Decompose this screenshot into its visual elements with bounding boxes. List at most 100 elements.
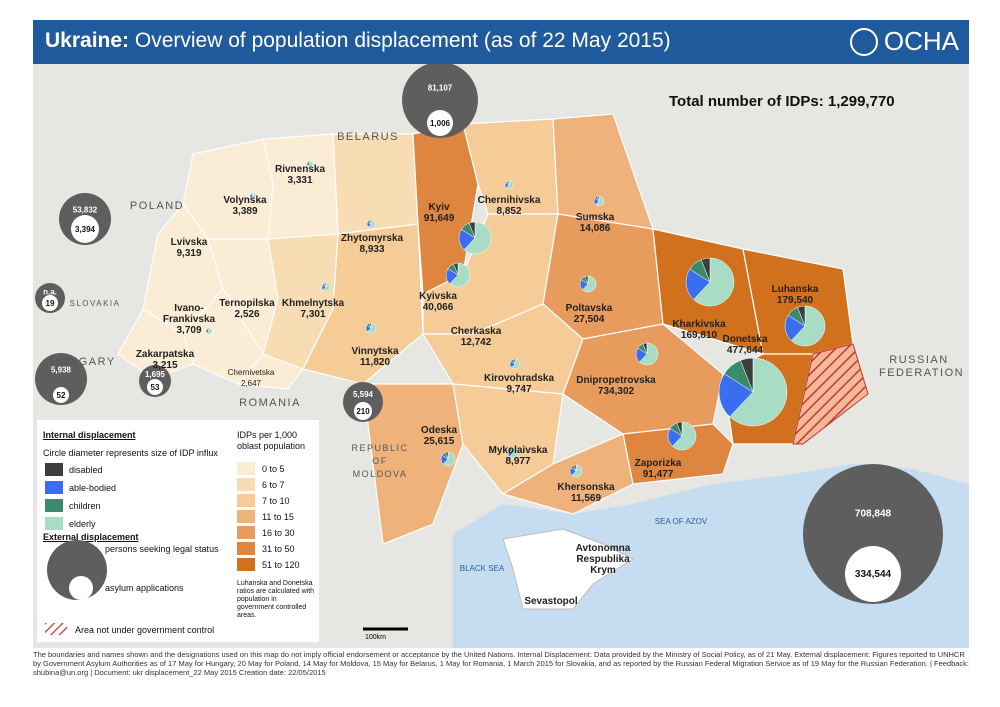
oblast-label-zakarpatska: Zakarpatska 3,215 bbox=[135, 349, 195, 371]
external-legal-status-value: 53,832 bbox=[73, 206, 98, 215]
legend-label-elderly: elderly bbox=[69, 519, 96, 529]
oblast-label-kyivska: Kyivska 40,066 bbox=[419, 291, 457, 313]
external-legal-status-value: 81,107 bbox=[428, 84, 453, 93]
idp-pie-slice bbox=[740, 357, 754, 393]
idp-pie-slice bbox=[453, 262, 459, 276]
oblast-label-donetska: Donetska 477,644 bbox=[722, 334, 768, 356]
legend-density-label: 7 to 10 bbox=[262, 496, 290, 506]
legend-circle-note: Circle diameter represents size of IDP i… bbox=[43, 448, 218, 458]
footer-note: The boundaries and names shown and the d… bbox=[33, 650, 970, 677]
map-canvas: 81,107 1,006 53,832 3,394 n.a. 19 5,938 52 1,695… bbox=[33, 64, 969, 648]
non-government-area bbox=[792, 343, 869, 445]
idp-pie-slice bbox=[584, 275, 589, 285]
idp-pie-slice bbox=[369, 219, 372, 225]
oblast-label-khmelnytska: Khmelnytska 7,301 bbox=[281, 298, 345, 320]
idp-pie-slice bbox=[468, 221, 476, 239]
header-bar: Ukraine: Overview of population displace… bbox=[33, 20, 969, 64]
oblast-label-ivano-frankivska: Ivano-Frankivska 3,709 bbox=[162, 303, 216, 336]
oblast-label-odeska: Odeska 25,615 bbox=[420, 425, 458, 447]
oblast-label-chernihivska: Chernihivska 8,852 bbox=[477, 195, 541, 217]
oblast-polygons bbox=[117, 113, 854, 545]
external-asylum-circle bbox=[427, 110, 453, 136]
oblast-label-ternopilska: Ternopilska 2,526 bbox=[219, 298, 275, 320]
legend-external-title: External displacement bbox=[43, 532, 139, 542]
idp-pie-slice bbox=[582, 275, 597, 293]
external-legal-status-value: n.a. bbox=[43, 287, 57, 296]
country-label-slovakia: SLOVAKIA bbox=[69, 299, 121, 308]
oblast-khersonska bbox=[501, 433, 634, 515]
oblast-label-chernivetska: Chernivetska 2,647 bbox=[227, 368, 275, 388]
idp-pie-slice bbox=[571, 464, 583, 478]
oblast-label-khersonska: Khersonska 11,569 bbox=[557, 482, 615, 504]
oblast-label-poltavska: Poltavska 27,504 bbox=[565, 303, 613, 325]
external-legal-status-value: 5,594 bbox=[353, 390, 374, 399]
idp-pie-charts bbox=[205, 160, 826, 478]
sea-label-azov: SEA OF AZOV bbox=[654, 517, 708, 526]
oblast-label-vinnytska: Vinnytska 11,820 bbox=[351, 346, 399, 368]
legend-density-swatch bbox=[237, 558, 255, 571]
external-asylum-value: 53 bbox=[151, 383, 160, 392]
country-label-romania: ROMANIA bbox=[239, 397, 301, 409]
legend-density-label: 51 to 120 bbox=[262, 560, 300, 570]
idp-pie-slice bbox=[790, 305, 826, 347]
idp-pie-slice bbox=[251, 192, 254, 197]
external-legal-status-circle bbox=[402, 64, 478, 138]
oblast-zakarpatska bbox=[117, 308, 194, 380]
external-legal-status-circle bbox=[35, 353, 87, 405]
country-label-moldova: REPUBLIC OF MOLDOVA bbox=[351, 443, 409, 479]
legend-density-label: 0 to 5 bbox=[262, 464, 285, 474]
legend-internal-title: Internal displacement bbox=[43, 430, 136, 440]
idp-pie-slice bbox=[639, 342, 659, 366]
idp-pie-slice bbox=[693, 257, 735, 307]
legend-density-swatch bbox=[237, 542, 255, 555]
idp-pie-slice bbox=[729, 357, 788, 427]
external-asylum-value: 334,544 bbox=[855, 569, 892, 580]
legend-density-label: 11 to 15 bbox=[262, 512, 294, 522]
oblast-label-dnipropetrovska: Dnipropetrovska 734,302 bbox=[576, 375, 656, 397]
idp-pie-slice bbox=[797, 305, 806, 327]
idp-pie-slice bbox=[207, 327, 210, 332]
idp-pie-slice bbox=[449, 262, 471, 288]
oblast-label-mykolaivska: Mykolaivska 8,977 bbox=[488, 445, 548, 467]
legend-panel: Internal displacement Circle diameter re… bbox=[37, 420, 319, 642]
idp-pie-slice bbox=[718, 373, 754, 418]
idp-pie-slice bbox=[512, 358, 516, 365]
legend-swatch-disabled bbox=[45, 463, 63, 476]
idp-pie-slice bbox=[511, 358, 521, 370]
external-asylum-circle bbox=[354, 402, 372, 420]
idp-pie-slice bbox=[367, 322, 377, 334]
oblast-label-kyiv: Kyiv 91,649 bbox=[423, 202, 455, 224]
external-legal-status-value: 708,848 bbox=[855, 509, 892, 520]
oblast-label-kharkivska: Kharkivska 169,810 bbox=[672, 319, 726, 341]
idp-pie-slice bbox=[573, 464, 577, 472]
idp-pie-slice bbox=[700, 257, 711, 283]
legend-non-gov-label: Area not under government control bbox=[75, 625, 215, 635]
idp-pie-slice bbox=[595, 195, 605, 207]
idp-pie-slice bbox=[642, 342, 648, 355]
oblast-label-cherkaska: Cherkaska 12,742 bbox=[450, 326, 502, 348]
oblast-label-zaporizka: Zaporizka 91,477 bbox=[634, 458, 682, 480]
idp-pie-slice bbox=[308, 160, 311, 165]
total-idps-label: Total number of IDPs: 1,299,770 bbox=[669, 93, 895, 110]
idp-pie-slice bbox=[368, 322, 372, 329]
external-displacement-circles: 81,107 1,006 53,832 3,394 n.a. 19 5,938 52 1,695… bbox=[35, 64, 943, 604]
oblast-rivnenska bbox=[262, 133, 339, 240]
legend-density-swatch bbox=[237, 510, 255, 523]
country-label-hungary: HUNGARY bbox=[50, 356, 116, 368]
oblast-label-luhanska: Luhanska 179,540 bbox=[771, 284, 819, 306]
idp-pie-slice bbox=[505, 180, 514, 190]
sea-label-black: BLACK SEA bbox=[459, 564, 505, 573]
idp-pie-slice bbox=[445, 451, 449, 460]
scale-label: 100km bbox=[365, 634, 387, 641]
oblast-label-sumska: Sumska 14,086 bbox=[575, 212, 615, 234]
legend-density-swatch bbox=[237, 494, 255, 507]
legend-asylum-label: asylum applications bbox=[105, 583, 184, 593]
external-asylum-circle bbox=[71, 215, 99, 243]
country-label-belarus: BELARUS bbox=[337, 131, 399, 143]
idp-pie-slice bbox=[367, 219, 376, 229]
external-asylum-circle bbox=[147, 379, 163, 395]
legend-density-label: 16 to 30 bbox=[262, 528, 295, 538]
crimea-shape bbox=[502, 528, 635, 610]
external-asylum-value: 1,006 bbox=[430, 119, 451, 128]
idp-pie-slice bbox=[442, 451, 456, 467]
